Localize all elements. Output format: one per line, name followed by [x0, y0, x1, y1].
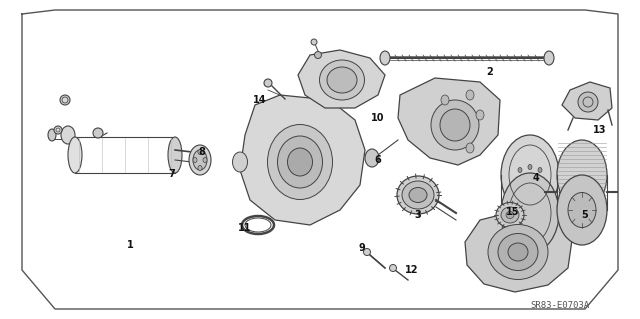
Ellipse shape [193, 150, 207, 170]
Ellipse shape [380, 51, 390, 65]
Text: 9: 9 [358, 243, 365, 253]
Ellipse shape [287, 148, 312, 176]
Text: 11: 11 [238, 223, 252, 233]
Polygon shape [562, 82, 612, 120]
Ellipse shape [48, 129, 56, 141]
Polygon shape [298, 50, 385, 108]
Ellipse shape [93, 128, 103, 138]
Ellipse shape [189, 145, 211, 175]
Ellipse shape [518, 167, 522, 173]
Ellipse shape [268, 124, 333, 199]
Ellipse shape [319, 60, 365, 100]
Ellipse shape [402, 181, 434, 209]
Ellipse shape [441, 95, 449, 105]
Text: 13: 13 [593, 125, 607, 135]
Text: 7: 7 [168, 169, 175, 179]
Ellipse shape [528, 165, 532, 169]
Ellipse shape [508, 243, 528, 261]
Ellipse shape [431, 100, 479, 150]
Ellipse shape [501, 135, 559, 215]
Ellipse shape [496, 203, 524, 227]
Ellipse shape [440, 109, 470, 141]
Ellipse shape [193, 158, 197, 162]
Text: 5: 5 [582, 210, 588, 220]
Text: 8: 8 [198, 147, 205, 157]
Ellipse shape [466, 90, 474, 100]
Ellipse shape [68, 137, 82, 173]
Text: 6: 6 [374, 155, 381, 165]
Ellipse shape [488, 225, 548, 279]
Ellipse shape [538, 167, 542, 173]
Ellipse shape [501, 173, 559, 253]
Ellipse shape [501, 207, 519, 223]
Ellipse shape [198, 166, 202, 170]
Ellipse shape [232, 152, 248, 172]
Polygon shape [398, 78, 500, 165]
Ellipse shape [314, 51, 321, 58]
Ellipse shape [557, 175, 607, 245]
Text: 14: 14 [253, 95, 267, 105]
Ellipse shape [60, 95, 70, 105]
Ellipse shape [61, 126, 75, 144]
Text: 2: 2 [486, 67, 493, 77]
Ellipse shape [327, 67, 357, 93]
Text: 4: 4 [532, 173, 540, 183]
Ellipse shape [278, 136, 323, 188]
Polygon shape [240, 95, 365, 225]
Ellipse shape [390, 264, 397, 271]
Ellipse shape [409, 188, 427, 203]
Ellipse shape [365, 149, 379, 167]
Ellipse shape [557, 140, 607, 210]
Ellipse shape [578, 92, 598, 112]
Ellipse shape [198, 150, 202, 154]
Ellipse shape [476, 110, 484, 120]
Ellipse shape [311, 39, 317, 45]
Polygon shape [465, 210, 572, 292]
Text: 3: 3 [415, 210, 421, 220]
Ellipse shape [397, 176, 439, 214]
Ellipse shape [203, 158, 207, 162]
Ellipse shape [544, 51, 554, 65]
Text: 15: 15 [506, 207, 520, 217]
Ellipse shape [364, 249, 371, 256]
Ellipse shape [568, 192, 596, 227]
Ellipse shape [506, 211, 514, 219]
Ellipse shape [168, 137, 182, 173]
Ellipse shape [466, 143, 474, 153]
Text: 1: 1 [127, 240, 133, 250]
Text: 10: 10 [371, 113, 385, 123]
Ellipse shape [264, 79, 272, 87]
Ellipse shape [54, 126, 62, 134]
Text: SR83-E0703A: SR83-E0703A [531, 300, 589, 309]
Text: 12: 12 [405, 265, 419, 275]
Ellipse shape [498, 234, 538, 271]
